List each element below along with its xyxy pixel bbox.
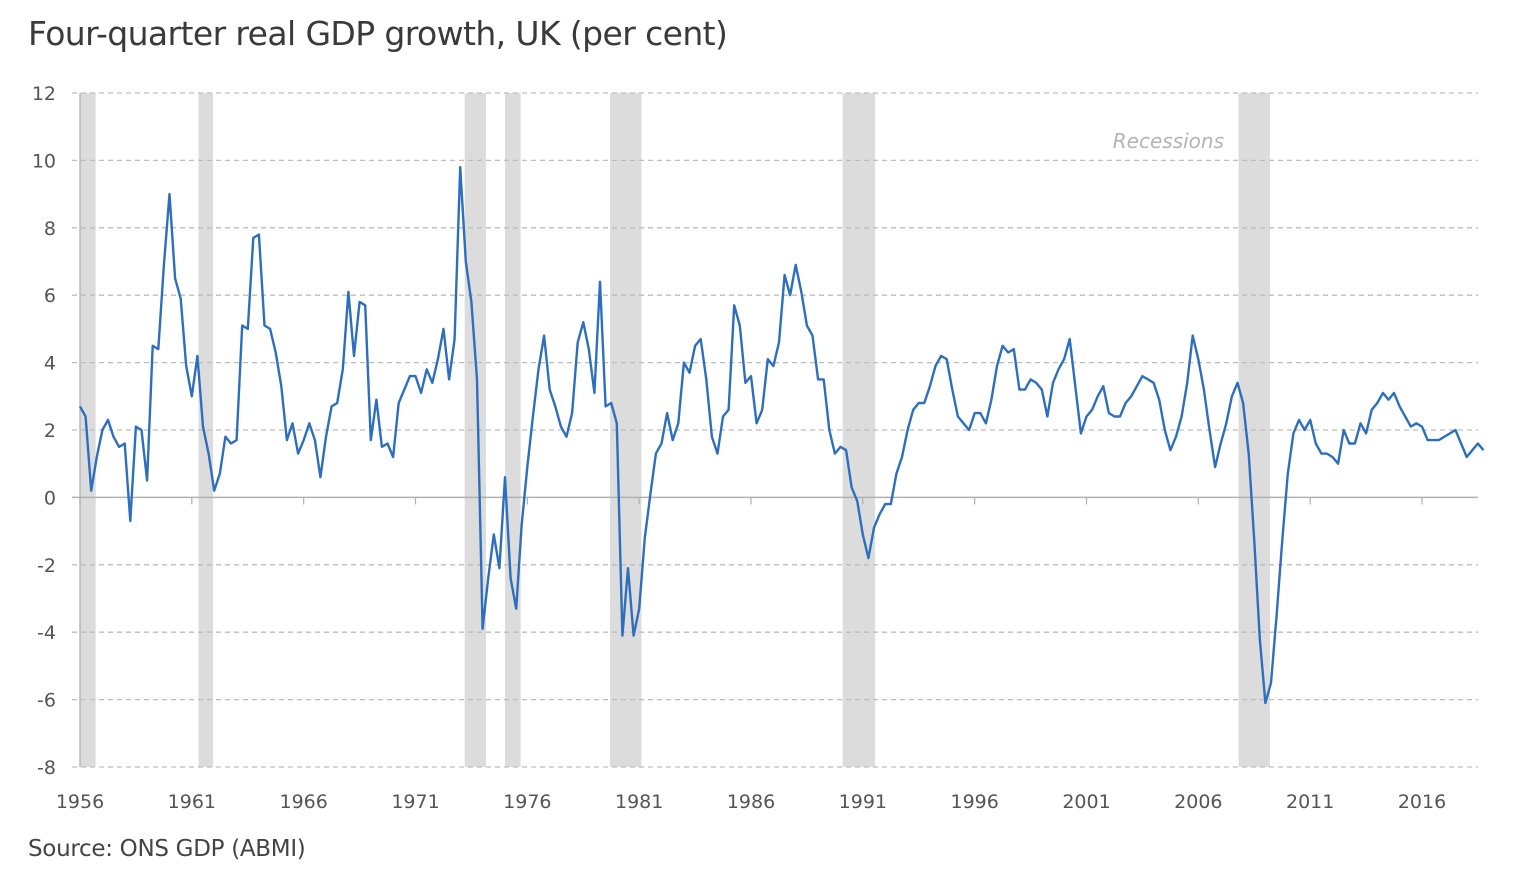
x-tick-label: 1966 bbox=[279, 791, 327, 813]
x-tick-label: 1971 bbox=[391, 791, 439, 813]
y-tick-labels: 12 10 8 6 4 2 0 -2 -4 -6 -8 bbox=[32, 83, 56, 779]
y-tick-label: -2 bbox=[37, 555, 56, 577]
series-lines bbox=[78, 165, 1485, 705]
x-tick-label: 1961 bbox=[168, 791, 216, 813]
series-line bbox=[78, 165, 1485, 705]
y-tick-label: -4 bbox=[37, 622, 56, 644]
x-tick-label: 1991 bbox=[839, 791, 887, 813]
y-tick-label: 10 bbox=[32, 150, 56, 172]
x-tick-label: 2001 bbox=[1062, 791, 1110, 813]
x-tick-label: 1976 bbox=[503, 791, 551, 813]
x-tick-label: 2011 bbox=[1286, 791, 1334, 813]
x-tick-label: 1956 bbox=[56, 791, 104, 813]
recession-band bbox=[80, 93, 96, 767]
recession-band bbox=[198, 93, 214, 767]
x-tick-label: 1981 bbox=[615, 791, 663, 813]
axes bbox=[72, 93, 1478, 767]
y-tick-label: 0 bbox=[44, 487, 56, 509]
recession-band bbox=[464, 93, 486, 767]
y-tick-label: -6 bbox=[37, 690, 56, 712]
x-tick-label: 2016 bbox=[1398, 791, 1446, 813]
x-tick-labels: 1956 1961 1966 1971 1976 1981 1986 1991 1996 2001… bbox=[56, 791, 1446, 813]
y-tick-label: 12 bbox=[32, 83, 56, 105]
x-tick-label: 2006 bbox=[1174, 791, 1222, 813]
y-tick-label: 8 bbox=[44, 218, 56, 240]
y-tick-label: 4 bbox=[44, 353, 56, 375]
x-tick-label: 1996 bbox=[950, 791, 998, 813]
source-note: Source: ONS GDP (ABMI) bbox=[28, 836, 306, 862]
y-tick-label: -8 bbox=[37, 757, 56, 779]
recessions-annotation: Recessions bbox=[1113, 129, 1224, 153]
y-tick-label: 6 bbox=[44, 285, 56, 307]
chart-title: Four-quarter real GDP growth, UK (per ce… bbox=[28, 14, 728, 53]
x-tick-label: 1986 bbox=[727, 791, 775, 813]
y-tick-label: 2 bbox=[44, 420, 56, 442]
